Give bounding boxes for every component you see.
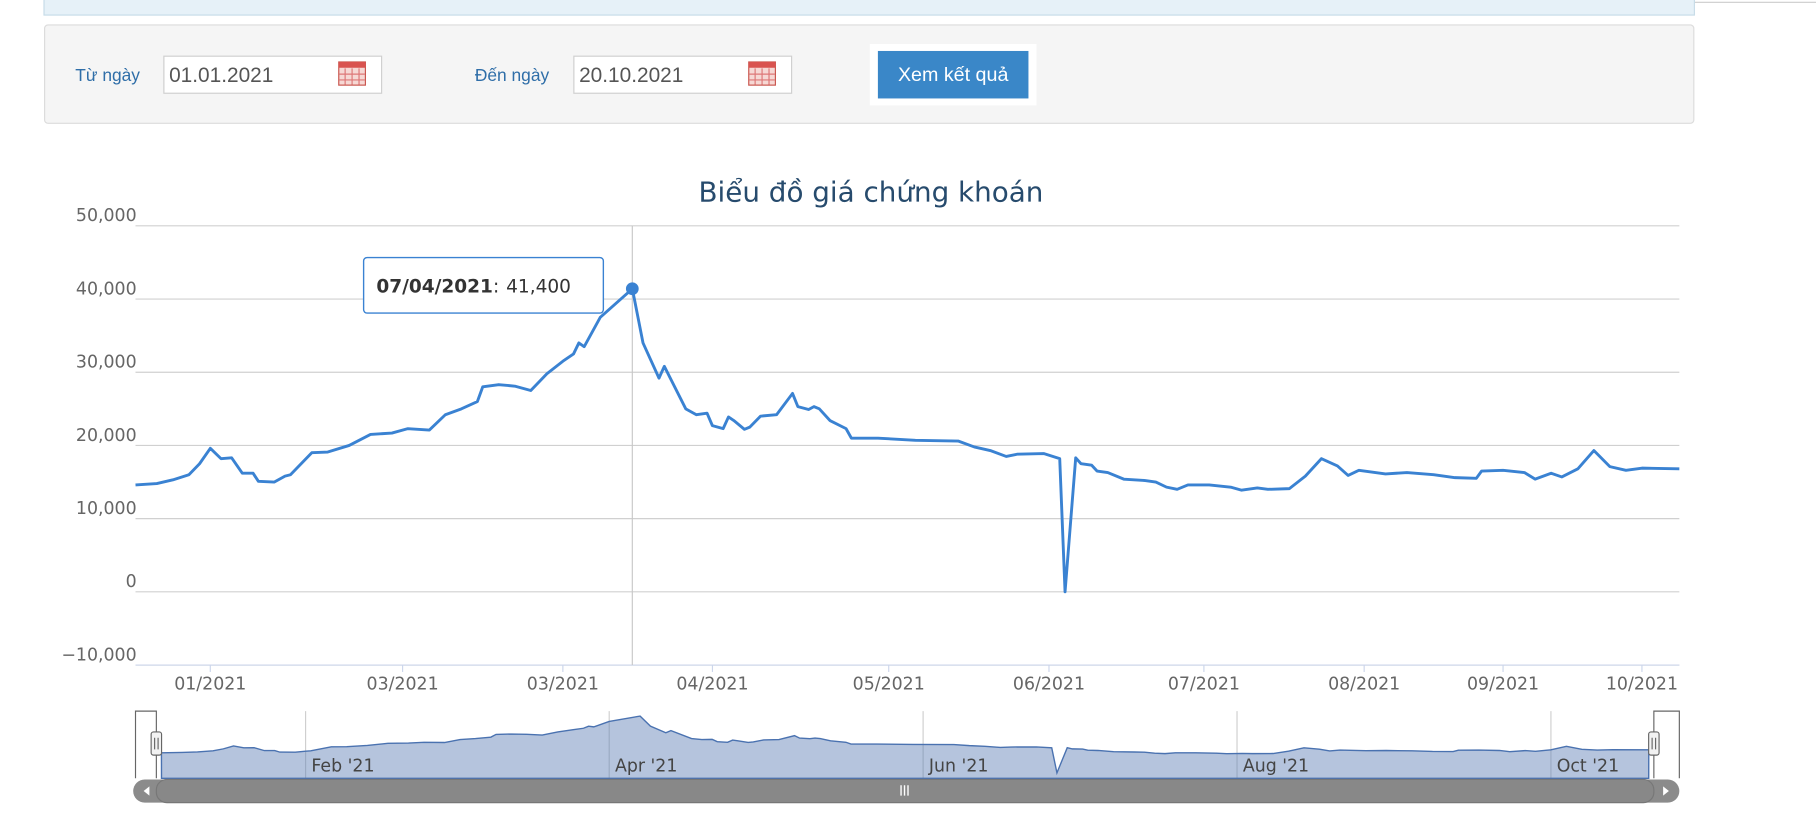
- scroll-right-arrow: [1663, 786, 1669, 796]
- handle-grip: [154, 737, 159, 750]
- x-tick-label: 08/2021: [1328, 674, 1400, 694]
- to-value: 20.10.2021: [579, 64, 683, 87]
- x-tick-label: 07/2021: [1168, 674, 1240, 694]
- tooltip-separator: :: [493, 276, 499, 297]
- navigator-tick-label: Feb '21: [311, 756, 374, 776]
- calendar-icon[interactable]: [338, 61, 366, 86]
- tooltip-text: 07/04/2021: 41,400: [376, 276, 571, 297]
- handle-grip: [1651, 737, 1657, 750]
- navigator-handle[interactable]: [1648, 731, 1660, 756]
- from-value: 01.01.2021: [169, 64, 273, 87]
- scrollbar-grip: [900, 785, 909, 796]
- to-label: Đến ngày: [475, 65, 550, 85]
- submit-button-label: Xem kết quả: [898, 64, 1009, 86]
- navigator-tick-label: Oct '21: [1557, 756, 1619, 776]
- x-tick-label: 05/2021: [853, 674, 925, 694]
- calendar-icon[interactable]: [748, 61, 776, 86]
- y-tick-label: 0: [126, 572, 137, 592]
- navigator-handle[interactable]: [150, 731, 163, 756]
- x-tick-label: 10/2021: [1606, 674, 1678, 694]
- tooltip-box: [362, 256, 605, 314]
- tooltip-date: 07/04/2021: [376, 276, 493, 297]
- y-tick-label: 40,000: [76, 279, 137, 299]
- y-tick-label: −10,000: [61, 645, 136, 665]
- x-tick-label: 03/2021: [527, 674, 599, 694]
- y-tick-label: 50,000: [76, 206, 137, 226]
- notice-bar: [43, 0, 1695, 16]
- y-tick-label: 30,000: [76, 353, 137, 373]
- y-tick-label: 10,000: [76, 499, 137, 519]
- scroll-left-arrow: [143, 786, 150, 796]
- x-tick-label: 04/2021: [676, 674, 748, 694]
- from-label: Từ ngày: [75, 65, 140, 85]
- price-line: [135, 287, 1680, 594]
- tooltip-value: 41,400: [506, 276, 571, 297]
- y-tick-label: 20,000: [76, 426, 137, 446]
- filter-panel: [44, 24, 1695, 124]
- x-tick-label: 03/2021: [367, 674, 439, 694]
- x-tick-label: 01/2021: [174, 674, 246, 694]
- x-tick-label: 09/2021: [1467, 674, 1539, 694]
- navigator-tick-label: Apr '21: [615, 756, 677, 776]
- x-tick-label: 06/2021: [1013, 674, 1085, 694]
- navigator-tick-label: Jun '21: [928, 756, 989, 776]
- hover-point: [625, 282, 639, 296]
- navigator-tick-label: Aug '21: [1243, 756, 1309, 776]
- submit-button[interactable]: [877, 50, 1029, 99]
- navigator-area: [160, 715, 1650, 779]
- plot: −10,000 0 10,000 20,000 30,000 40,000 50,000 01…: [61, 206, 1680, 804]
- chart-title: Biểu đồ giá chứng khoán: [699, 176, 1044, 209]
